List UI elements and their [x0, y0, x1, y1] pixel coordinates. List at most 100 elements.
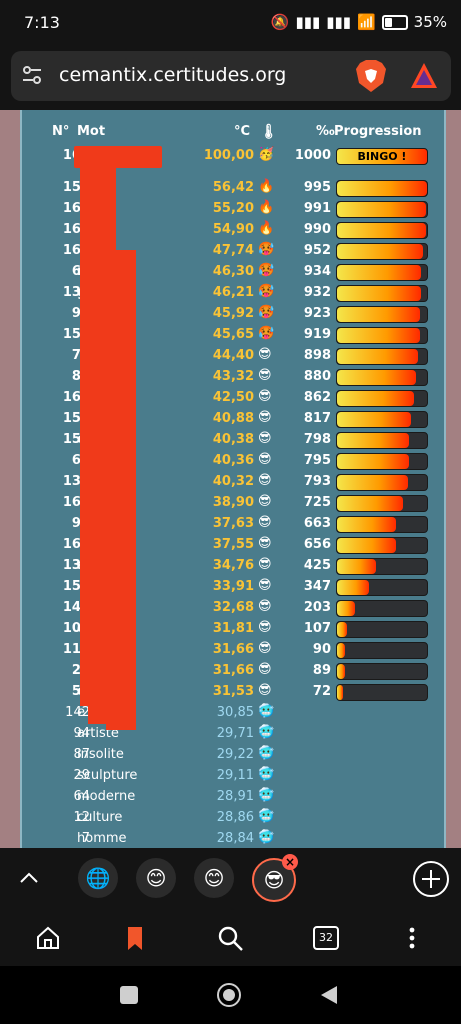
- table-row: 64 moderne 28,91 🥶: [22, 787, 444, 808]
- progress-bar: [336, 264, 428, 281]
- temperature-emoji-icon: 🥵: [258, 284, 275, 299]
- smiley-icon: 😊: [203, 866, 225, 890]
- tab-strip: 🌐 😊 😊 😎 ×: [0, 848, 461, 910]
- temperature-emoji-icon: 🔥: [258, 179, 275, 194]
- table-row: 161 47,74 🥵 952: [22, 241, 444, 262]
- status-bar: 7:13 🔕 ▮▮▮ ▮▮▮ 📶 35%: [0, 0, 461, 44]
- temperature-emoji-icon: 😎: [258, 641, 272, 656]
- progress-bar: [336, 222, 428, 239]
- guess-permille: 89: [312, 663, 331, 678]
- guess-number: 64: [73, 789, 90, 804]
- table-row: 138 40,32 😎 793: [22, 472, 444, 493]
- tab-page-1[interactable]: 😊: [136, 858, 176, 898]
- guess-number: 142: [65, 705, 90, 720]
- guess-temperature: 40,36: [212, 453, 254, 468]
- guess-number: 12: [73, 810, 90, 825]
- progress-bar: [336, 600, 428, 617]
- temperature-emoji-icon: 🥵: [258, 326, 275, 341]
- tab-counter-button[interactable]: 32: [311, 923, 341, 953]
- guess-temperature: 32,68: [212, 600, 254, 615]
- progress-fill: [337, 286, 421, 301]
- guess-permille: 72: [312, 684, 331, 699]
- guess-temperature: 40,38: [212, 432, 254, 447]
- temperature-emoji-icon: 😎: [258, 536, 272, 551]
- guess-permille: 934: [303, 264, 331, 279]
- bingo-label: BINGO !: [357, 150, 407, 163]
- progress-fill: [337, 685, 344, 700]
- recents-icon[interactable]: [120, 986, 138, 1004]
- guess-permille: 347: [303, 579, 331, 594]
- guess-permille: 898: [303, 348, 331, 363]
- guess-temperature: 100,00: [203, 148, 254, 163]
- progress-fill: [337, 454, 409, 469]
- temperature-emoji-icon: 🔥: [258, 200, 275, 215]
- temperature-emoji-icon: 😎: [258, 410, 272, 425]
- guess-temperature: 47,74: [212, 243, 254, 258]
- tab-globe[interactable]: 🌐: [78, 858, 118, 898]
- guess-permille: 880: [303, 369, 331, 384]
- temperature-emoji-icon: 😎: [258, 557, 272, 572]
- status-icons: 🔕 ▮▮▮ ▮▮▮ 📶 35%: [271, 13, 447, 31]
- back-icon[interactable]: [318, 984, 340, 1006]
- guess-temperature: 37,55: [212, 537, 254, 552]
- guess-word: e: [77, 705, 85, 720]
- guess-permille: 425: [303, 558, 331, 573]
- guess-number: 94: [73, 726, 90, 741]
- tab-page-2[interactable]: 😊: [194, 858, 234, 898]
- header-word: Mot: [77, 124, 106, 139]
- browser-toolbar: cemantix.certitudes.org: [0, 44, 461, 110]
- redaction-mark: [106, 250, 136, 730]
- guess-temperature: 55,20: [212, 201, 254, 216]
- system-nav: [0, 966, 461, 1024]
- guess-word: insolite: [77, 747, 124, 762]
- guess-permille: 90: [312, 642, 331, 657]
- guess-temperature: 34,76: [212, 558, 254, 573]
- progress-fill: [337, 202, 427, 217]
- close-tab-icon[interactable]: ×: [282, 854, 298, 870]
- new-tab-icon[interactable]: [412, 860, 450, 898]
- guess-permille: 1000: [294, 148, 331, 163]
- guess-temperature: 45,92: [212, 306, 254, 321]
- guess-permille: 919: [303, 327, 331, 342]
- guess-temperature: 46,30: [212, 264, 254, 279]
- guess-temperature: 45,65: [212, 327, 254, 342]
- guess-number: 29: [73, 768, 90, 783]
- guess-permille: 725: [303, 495, 331, 510]
- redaction-mark: [74, 146, 162, 168]
- url-text[interactable]: cemantix.certitudes.org: [59, 64, 287, 86]
- progress-fill: [337, 538, 397, 553]
- progress-bar: [336, 663, 428, 680]
- temperature-emoji-icon: 🥵: [258, 305, 275, 320]
- bookmark-icon[interactable]: [120, 923, 150, 953]
- guess-temperature: 40,88: [212, 411, 254, 426]
- progress-fill: [337, 265, 421, 280]
- progress-bar: [336, 453, 428, 470]
- search-icon[interactable]: [215, 923, 245, 953]
- table-row: 151 40,88 😎 817: [22, 409, 444, 430]
- table-row: 156ction40,38😎798: [22, 430, 444, 451]
- battery-icon: [381, 14, 408, 30]
- progress-bar: [336, 642, 428, 659]
- home-icon[interactable]: [33, 923, 63, 953]
- brave-shield-icon[interactable]: [353, 59, 389, 93]
- guess-number: 7: [81, 831, 90, 846]
- guess-temperature: 29,11: [216, 768, 254, 783]
- guess-temperature: 28,86: [216, 810, 254, 825]
- guess-permille: 817: [303, 411, 331, 426]
- cold-face-icon: 🥶: [258, 746, 275, 761]
- address-bar[interactable]: cemantix.certitudes.org: [11, 51, 451, 101]
- temperature-emoji-icon: 😎: [258, 578, 272, 593]
- temperature-emoji-icon: 😎: [258, 452, 272, 467]
- signal-icon-2: ▮▮▮: [326, 13, 351, 31]
- progress-bar: [336, 432, 428, 449]
- guess-temperature: 43,32: [212, 369, 254, 384]
- guess-temperature: 31,66: [212, 642, 254, 657]
- home-system-icon[interactable]: [216, 982, 242, 1008]
- site-settings-icon[interactable]: [21, 64, 43, 86]
- more-menu-icon[interactable]: [397, 923, 427, 953]
- cold-face-icon: 🥶: [258, 809, 275, 824]
- brave-rewards-icon[interactable]: [409, 61, 439, 91]
- chevron-up-icon[interactable]: [18, 870, 40, 886]
- guess-temperature: 44,40: [212, 348, 254, 363]
- guess-temperature: 37,63: [212, 516, 254, 531]
